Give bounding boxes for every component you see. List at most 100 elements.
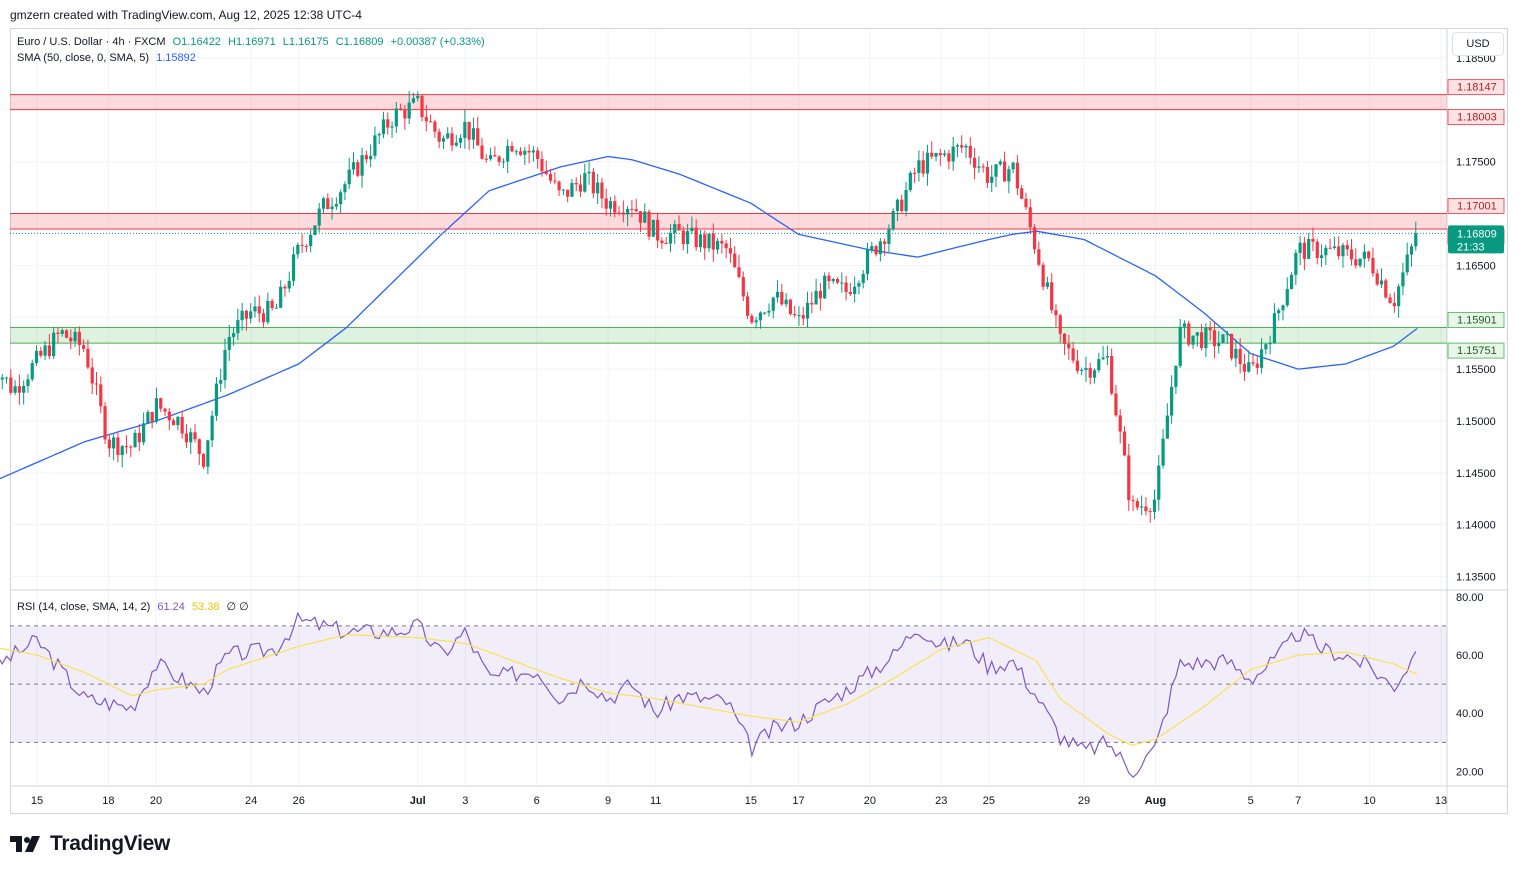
candle-body [163,408,167,412]
time-tick-label: 9 [605,795,611,807]
candle-body [1302,242,1307,259]
candle-body [561,189,565,191]
candle-body [737,267,741,278]
candle-body [853,286,857,295]
candle-body [1401,272,1405,287]
time-tick-label: 11 [650,795,661,807]
rsi-tick-label: 40.00 [1456,708,1484,720]
candle-body [596,182,600,194]
candle-body [1247,362,1251,372]
candle-body [223,349,227,381]
resistance-zone [10,94,1447,110]
candle-body [360,155,364,176]
candle-body [664,243,668,245]
candle-body [917,160,921,173]
candle-body [685,231,690,245]
candle-body [463,121,467,138]
candle-body [797,315,801,317]
candle-body [34,350,39,364]
candle-body [219,380,223,384]
candle-body [43,345,47,356]
candle-body [471,128,476,140]
candle-body [1409,246,1414,255]
candle-body [523,150,527,155]
candle-body [1045,282,1050,287]
candle-body [394,108,398,127]
candle-body [964,145,968,148]
candle-body [1375,273,1379,285]
candle-body [1328,247,1332,249]
candle-body [1229,333,1234,359]
candle-body [1358,258,1362,266]
time-tick-label: 20 [150,795,162,807]
candle-body [1200,332,1204,349]
candle-body [1285,289,1289,306]
candle-body [1272,313,1277,343]
close-value: C1.16809 [335,36,384,48]
candle-body [925,152,930,174]
candle-body [1024,198,1028,208]
candle-body [227,336,231,350]
candle-body [728,248,733,254]
candle-body [240,310,244,321]
candle-body [458,137,463,143]
candle-body [1345,245,1349,250]
candle-body [977,166,981,168]
candle-body [60,330,64,334]
time-tick-label: 5 [1248,795,1254,807]
candle-body [553,180,557,182]
mid-resistance-top-tag-text: 1.17001 [1457,200,1497,212]
candle-body [865,249,870,274]
candle-body [369,155,373,160]
price-tick-label: 1.17500 [1456,157,1496,169]
candle-body [236,320,240,334]
candle-body [390,126,394,128]
tags-layer: 1.181471.180031.170011.168511.159011.157… [1447,79,1505,359]
candle-body [1122,431,1127,456]
candle-body [758,312,763,321]
candle-body [373,135,377,156]
time-tick-label: 10 [1363,795,1375,807]
last-price-tag [1448,225,1504,254]
created-by-text: gmzern created with TradingView.com, Aug… [10,8,362,22]
sma-value: 1.15892 [156,52,196,64]
candle-body [613,201,617,213]
currency-button[interactable]: USD [1452,32,1504,56]
candle-body [720,240,724,244]
candle-body [206,440,210,467]
candle-body [870,246,874,250]
sma-label: SMA (50, close, 0, SMA, 5) [17,52,150,64]
candle-body [253,306,257,312]
candle-body [947,153,951,162]
candle-body [934,153,938,157]
time-tick-label: 20 [864,795,876,807]
candle-body [1315,241,1319,259]
candle-body [26,379,30,386]
rsi-tick-label: 60.00 [1456,650,1484,662]
candle-body [1170,386,1174,416]
candle-body [938,153,942,156]
candle-body [745,296,750,316]
candle-body [698,234,703,248]
candle-body [377,134,381,136]
candle-body [1131,500,1135,502]
candle-body [356,162,360,176]
zones-layer [10,94,1447,344]
candle-body [506,145,510,162]
candle-body [887,229,891,244]
candle-body [321,198,326,209]
candle-body [193,432,197,440]
candle-body [1097,359,1101,371]
candle-body [9,377,13,393]
candle-body [64,330,69,338]
candle-body [146,411,150,424]
candle-body [1324,247,1328,256]
open-value: O1.16422 [172,36,221,48]
candle-body [0,377,4,380]
tradingview-logo[interactable]: TradingView [10,832,170,856]
candle-body [1264,344,1268,350]
candle-body [1127,455,1131,501]
grid-layer [10,29,1508,813]
candle-body [1157,465,1161,500]
